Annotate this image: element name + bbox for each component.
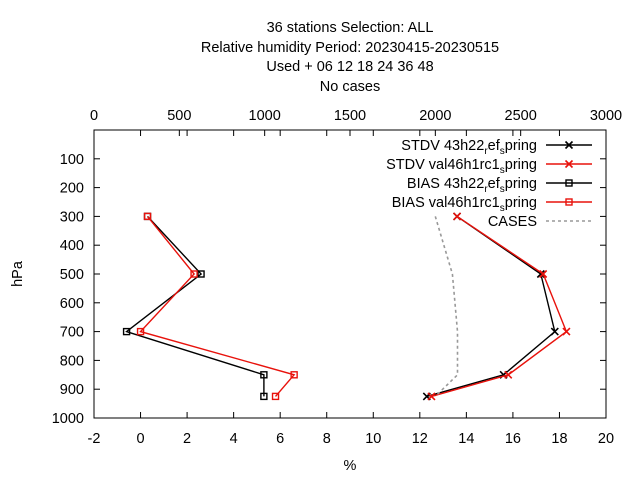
x-tick-label: -2 — [88, 431, 101, 447]
plot-frame — [93, 129, 607, 419]
series-4 — [434, 216, 459, 397]
legend-item: BIAS val46h1rc1s​pring — [392, 195, 592, 214]
data-point — [290, 371, 298, 379]
data-point — [122, 327, 131, 336]
data-point — [260, 371, 268, 379]
legend-label: STDV val46h1rc1s​pring — [386, 157, 537, 176]
y-tick-label: 300 — [60, 209, 84, 225]
title-line: 36 stations Selection: ALL — [267, 20, 434, 36]
y-tick-label: 400 — [60, 238, 84, 254]
data-point — [427, 392, 436, 401]
data-point — [550, 327, 559, 336]
x2-tick-label: 500 — [167, 108, 191, 124]
y-axis-label: hPa — [10, 260, 26, 287]
data-point — [452, 212, 462, 221]
y-tick-label: 500 — [60, 267, 84, 283]
x-tick-label: 2 — [183, 431, 191, 447]
data-point — [539, 269, 548, 279]
data-point — [565, 198, 573, 206]
x2-tick-label: 2000 — [419, 108, 451, 124]
y-tick-label: 700 — [60, 325, 84, 341]
x2-tick-label: 1000 — [249, 108, 281, 124]
series-line — [125, 215, 265, 397]
title-line: No cases — [320, 79, 380, 95]
legend-label: STDV 43h22r​efs​pring — [401, 138, 537, 157]
series-3 — [136, 212, 298, 401]
series-1 — [427, 212, 571, 401]
series-line — [139, 215, 296, 397]
data-point — [564, 140, 574, 150]
legend-item: STDV val46h1rc1s​pring — [386, 157, 592, 176]
x2-tick-label: 0 — [90, 108, 98, 124]
axes: -2 0 2 4 6 8 10 12 14 16 18 200 500 1000 1500 2000 2500 3… — [52, 108, 622, 447]
series-line — [426, 215, 556, 398]
x-tick-label: 8 — [323, 431, 331, 447]
data-point — [197, 270, 205, 278]
data-point — [143, 212, 152, 221]
data-point — [190, 270, 198, 278]
legend-item: CASES — [488, 214, 592, 230]
legend-label: BIAS 43h22r​efs​pring — [407, 176, 537, 195]
x2-tick-label: 2500 — [505, 108, 537, 124]
series-line — [431, 215, 568, 398]
x-tick-label: 12 — [412, 431, 428, 447]
y-tick-label: 800 — [60, 353, 84, 369]
series-group — [122, 212, 571, 401]
data-point — [260, 392, 268, 401]
x-axis-label: % — [344, 458, 357, 474]
x2-tick-label: 1500 — [334, 108, 366, 124]
x-tick-label: 14 — [458, 431, 474, 447]
data-point — [565, 179, 573, 187]
y-tick-label: 100 — [60, 152, 84, 168]
y-tick-label: 200 — [60, 181, 84, 197]
x-tick-label: 4 — [230, 431, 238, 447]
y-tick-label: 600 — [60, 296, 84, 312]
title-line: Used + 06 12 18 24 36 48 — [266, 59, 433, 75]
x-tick-label: 10 — [365, 431, 381, 447]
series-0 — [422, 212, 559, 401]
data-point — [562, 327, 571, 336]
x-tick-label: 18 — [551, 431, 567, 447]
legend-item: STDV 43h22r​efs​pring — [401, 138, 592, 157]
legend-item: BIAS 43h22r​efs​pring — [407, 176, 592, 195]
chart-title: 36 stations Selection: ALL Relative humi… — [201, 20, 499, 95]
series-2 — [122, 212, 268, 401]
data-point — [136, 327, 145, 336]
x-tick-label: 0 — [137, 431, 145, 447]
data-point — [504, 370, 513, 379]
x-tick-label: 6 — [276, 431, 284, 447]
legend-label: CASES — [488, 214, 537, 230]
y-tick-label: 1000 — [52, 411, 84, 427]
x2-tick-label: 3000 — [590, 108, 622, 124]
x-tick-label: 20 — [598, 431, 614, 447]
data-point — [271, 392, 280, 401]
title-line: Relative humidity Period: 20230415-20230… — [201, 40, 499, 56]
series-line — [434, 216, 459, 397]
y-tick-label: 900 — [60, 382, 84, 398]
legend-label: BIAS val46h1rc1s​pring — [392, 195, 537, 214]
x-tick-label: 16 — [505, 431, 521, 447]
data-point — [564, 159, 574, 169]
